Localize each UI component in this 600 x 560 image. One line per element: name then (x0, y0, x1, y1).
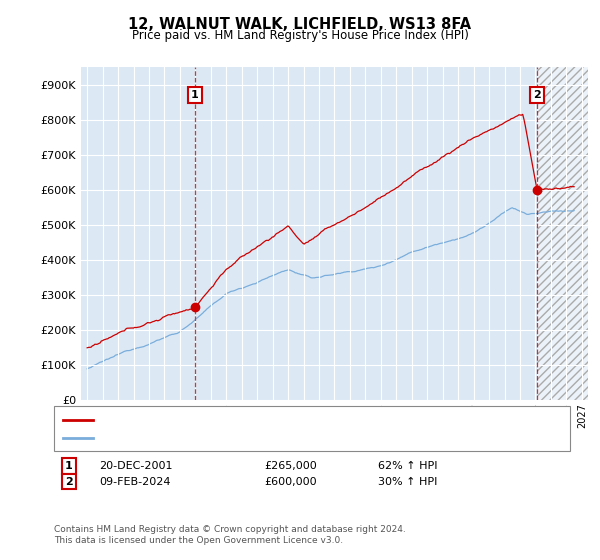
Text: 12, WALNUT WALK, LICHFIELD, WS13 8FA (detached house): 12, WALNUT WALK, LICHFIELD, WS13 8FA (de… (99, 416, 409, 426)
Text: 1: 1 (191, 90, 199, 100)
Text: 12, WALNUT WALK, LICHFIELD, WS13 8FA: 12, WALNUT WALK, LICHFIELD, WS13 8FA (128, 17, 472, 32)
Text: Contains HM Land Registry data © Crown copyright and database right 2024.
This d: Contains HM Land Registry data © Crown c… (54, 525, 406, 545)
Text: 2: 2 (533, 90, 541, 100)
Text: 09-FEB-2024: 09-FEB-2024 (99, 477, 170, 487)
Text: £600,000: £600,000 (264, 477, 317, 487)
Bar (537, 67, 590, 400)
Bar (537, 67, 590, 400)
Text: 20-DEC-2001: 20-DEC-2001 (99, 461, 173, 471)
Text: £265,000: £265,000 (264, 461, 317, 471)
Text: 30% ↑ HPI: 30% ↑ HPI (378, 477, 437, 487)
Text: 2: 2 (65, 477, 73, 487)
Text: 1: 1 (65, 461, 73, 471)
Text: 62% ↑ HPI: 62% ↑ HPI (378, 461, 437, 471)
Text: Price paid vs. HM Land Registry's House Price Index (HPI): Price paid vs. HM Land Registry's House … (131, 29, 469, 42)
Text: HPI: Average price, detached house, Lichfield: HPI: Average price, detached house, Lich… (99, 433, 336, 444)
